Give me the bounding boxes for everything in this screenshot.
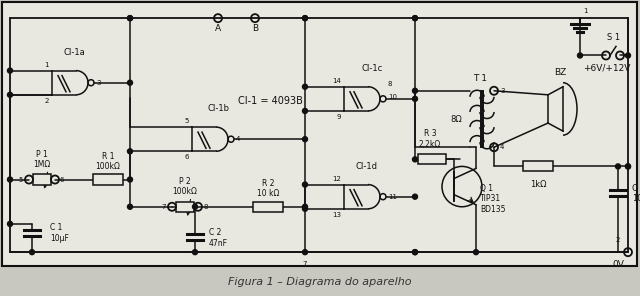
Text: 8: 8: [388, 81, 392, 87]
Circle shape: [127, 177, 132, 182]
Text: 0V: 0V: [612, 260, 624, 269]
Bar: [418, 154, 446, 164]
Text: A: A: [215, 24, 221, 33]
Circle shape: [413, 157, 417, 162]
Circle shape: [413, 250, 417, 255]
Circle shape: [193, 250, 198, 255]
Text: 2: 2: [45, 98, 49, 104]
Circle shape: [474, 250, 479, 255]
Text: 6: 6: [60, 176, 65, 183]
Circle shape: [303, 84, 307, 89]
Text: P 1
1MΩ: P 1 1MΩ: [33, 150, 51, 169]
Text: 7: 7: [303, 261, 307, 267]
Circle shape: [413, 16, 417, 21]
Circle shape: [127, 149, 132, 154]
Text: 14: 14: [332, 78, 341, 84]
Text: 10: 10: [388, 94, 397, 100]
Text: 4: 4: [236, 136, 241, 142]
Circle shape: [127, 204, 132, 209]
Circle shape: [616, 164, 621, 169]
Text: P 2
100kΩ: P 2 100kΩ: [173, 177, 197, 196]
Text: Figura 1 – Diagrama do aparelho: Figura 1 – Diagrama do aparelho: [228, 277, 412, 287]
Circle shape: [127, 16, 132, 21]
Circle shape: [303, 206, 307, 211]
Text: C 3
100μF: C 3 100μF: [632, 184, 640, 203]
Text: 2: 2: [616, 237, 620, 243]
Bar: [176, 202, 194, 212]
Circle shape: [413, 96, 417, 101]
Text: R 3
2,2kΩ: R 3 2,2kΩ: [419, 129, 441, 149]
Text: CI-1a: CI-1a: [63, 48, 85, 57]
Text: S 1: S 1: [607, 33, 621, 42]
Circle shape: [303, 182, 307, 187]
Circle shape: [303, 108, 307, 113]
Text: BZ: BZ: [554, 68, 566, 77]
Circle shape: [413, 250, 417, 255]
Text: 12: 12: [332, 176, 341, 181]
Text: C 1
10μF: C 1 10μF: [50, 223, 69, 243]
Text: 7: 7: [161, 204, 166, 210]
Text: 11: 11: [388, 194, 397, 200]
Circle shape: [625, 53, 630, 58]
Text: 3: 3: [96, 80, 100, 86]
Circle shape: [303, 16, 307, 21]
Text: +6V/+12V: +6V/+12V: [582, 63, 630, 72]
Text: CI-1b: CI-1b: [207, 104, 229, 113]
Text: 1: 1: [583, 8, 588, 14]
FancyBboxPatch shape: [2, 2, 637, 266]
Text: 8: 8: [203, 204, 207, 210]
Circle shape: [413, 16, 417, 21]
Circle shape: [8, 92, 13, 97]
Circle shape: [8, 68, 13, 73]
Text: CI-1d: CI-1d: [355, 162, 377, 171]
Text: 5: 5: [184, 118, 189, 124]
Text: B: B: [252, 24, 258, 33]
Circle shape: [303, 137, 307, 142]
Circle shape: [127, 80, 132, 85]
Circle shape: [413, 194, 417, 199]
Circle shape: [303, 16, 307, 21]
Bar: [93, 174, 123, 185]
Circle shape: [29, 250, 35, 255]
Circle shape: [127, 16, 132, 21]
Circle shape: [577, 53, 582, 58]
Circle shape: [625, 164, 630, 169]
Text: 4: 4: [500, 144, 504, 150]
Text: R 1
100kΩ: R 1 100kΩ: [95, 152, 120, 171]
Text: 9: 9: [337, 114, 341, 120]
Circle shape: [303, 250, 307, 255]
Bar: [523, 161, 553, 171]
Circle shape: [193, 204, 198, 209]
Text: 6: 6: [184, 154, 189, 160]
Circle shape: [303, 204, 307, 209]
Bar: [33, 174, 51, 185]
Text: T 1: T 1: [473, 74, 487, 83]
Circle shape: [8, 221, 13, 226]
Text: CI-1 = 4093B: CI-1 = 4093B: [237, 96, 303, 106]
Circle shape: [413, 88, 417, 93]
Text: 5: 5: [19, 176, 23, 183]
Text: CI-1c: CI-1c: [362, 64, 383, 73]
Text: 8Ω: 8Ω: [450, 115, 462, 123]
Text: 1kΩ: 1kΩ: [530, 180, 547, 189]
Text: Q 1
TIP31
BD135: Q 1 TIP31 BD135: [480, 184, 506, 214]
Text: C 2
47nF: C 2 47nF: [209, 228, 228, 248]
Circle shape: [8, 177, 13, 182]
Text: 3: 3: [500, 88, 504, 94]
Text: R 2
10 kΩ: R 2 10 kΩ: [257, 179, 279, 198]
Text: 13: 13: [332, 212, 341, 218]
Text: 1: 1: [45, 62, 49, 67]
Circle shape: [625, 164, 630, 169]
Bar: [253, 202, 283, 212]
